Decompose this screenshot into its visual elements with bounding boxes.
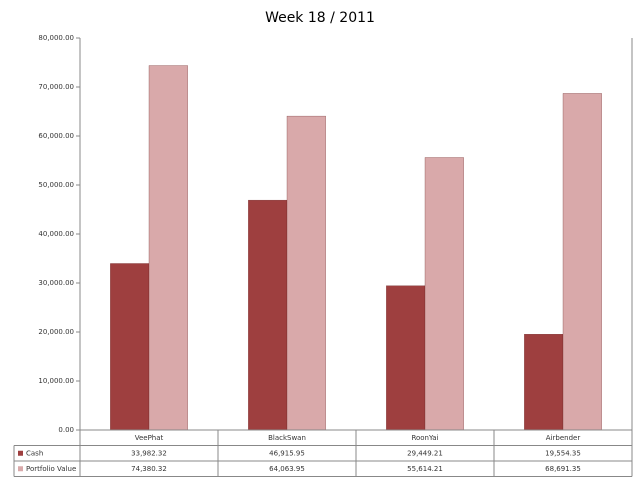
x-tick-label: BlackSwan	[268, 434, 306, 442]
y-tick-label: 40,000.00	[38, 230, 74, 238]
legend-swatch	[18, 466, 23, 472]
table-value: 29,449.21	[407, 449, 443, 457]
y-tick-label: 20,000.00	[38, 328, 74, 336]
table-value: 55,614.21	[407, 465, 443, 473]
y-tick-label: 60,000.00	[38, 132, 74, 140]
bar	[148, 65, 188, 431]
legend-label: Cash	[26, 449, 43, 457]
table-value: 64,063.95	[269, 465, 305, 473]
y-tick-label: 0.00	[58, 426, 74, 434]
bar	[386, 285, 426, 431]
bar	[286, 115, 326, 431]
y-tick-label: 80,000.00	[38, 34, 74, 42]
y-tick-label: 70,000.00	[38, 83, 74, 91]
x-tick-label: VeePhat	[135, 434, 164, 442]
y-tick-label: 50,000.00	[38, 181, 74, 189]
table-value: 33,982.32	[131, 449, 167, 457]
x-tick-label: RoonYai	[411, 434, 438, 442]
bar	[524, 334, 564, 431]
bar	[424, 157, 464, 431]
table-value: 19,554.35	[545, 449, 581, 457]
y-tick-label: 30,000.00	[38, 279, 74, 287]
chart-title: Week 18 / 2011	[265, 10, 375, 26]
bar	[110, 263, 150, 431]
legend-label: Portfolio Value	[26, 465, 76, 473]
x-tick-label: Airbender	[546, 434, 581, 442]
table-value: 74,380.32	[131, 465, 167, 473]
y-tick-label: 10,000.00	[38, 377, 74, 385]
table-value: 46,915.95	[269, 449, 305, 457]
bar	[248, 199, 288, 431]
table-value: 68,691.35	[545, 465, 581, 473]
legend-swatch	[18, 450, 23, 456]
bar	[562, 93, 602, 431]
